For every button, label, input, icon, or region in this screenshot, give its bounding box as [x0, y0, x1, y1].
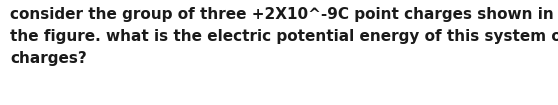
Text: consider the group of three +2X10^-9C point charges shown in
the figure. what is: consider the group of three +2X10^-9C po…	[10, 7, 558, 66]
